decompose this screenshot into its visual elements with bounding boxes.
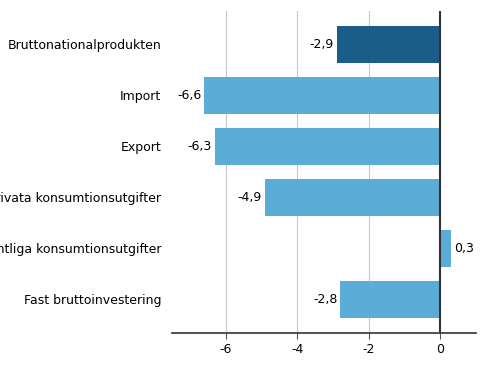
Bar	[340, 281, 440, 318]
Text: -2,8: -2,8	[313, 293, 337, 306]
Text: -4,9: -4,9	[238, 191, 262, 204]
Bar	[215, 128, 440, 165]
Text: 0,3: 0,3	[454, 242, 474, 255]
Bar	[440, 230, 451, 267]
Text: -6,6: -6,6	[177, 89, 201, 102]
Text: -6,3: -6,3	[188, 140, 212, 153]
Text: -2,9: -2,9	[309, 38, 334, 51]
Bar	[265, 179, 440, 216]
Bar	[337, 26, 440, 63]
Bar	[204, 77, 440, 114]
